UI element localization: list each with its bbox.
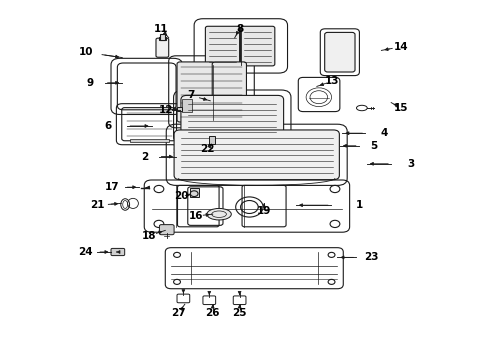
Bar [129,139,168,142]
Text: 3: 3 [407,159,413,169]
Bar [177,107,182,111]
Bar [160,34,164,40]
FancyBboxPatch shape [156,38,168,57]
Text: 8: 8 [236,24,243,34]
FancyBboxPatch shape [212,62,246,122]
Text: 11: 11 [154,24,168,34]
Text: 5: 5 [370,141,377,151]
Text: 18: 18 [142,231,156,241]
Text: 25: 25 [232,308,246,318]
Text: 6: 6 [104,121,111,131]
FancyBboxPatch shape [181,95,283,139]
Text: 27: 27 [171,308,185,318]
FancyBboxPatch shape [205,26,239,66]
Text: 9: 9 [87,78,94,88]
FancyBboxPatch shape [177,62,214,122]
Text: 22: 22 [200,144,215,154]
Text: 7: 7 [186,90,194,100]
Ellipse shape [206,208,231,220]
Text: 16: 16 [188,211,203,221]
Text: 13: 13 [325,76,339,86]
Text: 17: 17 [105,182,120,192]
Text: 21: 21 [90,200,105,210]
Text: 20: 20 [173,191,188,201]
FancyBboxPatch shape [111,248,124,256]
FancyBboxPatch shape [324,32,354,72]
Text: 12: 12 [159,105,173,115]
FancyBboxPatch shape [159,225,174,235]
Bar [209,136,215,144]
Bar [159,37,165,40]
Text: 10: 10 [78,47,93,57]
Bar [189,188,198,197]
FancyBboxPatch shape [174,130,339,180]
Text: 2: 2 [141,152,147,162]
Text: 14: 14 [393,42,407,52]
Bar [182,99,191,112]
Text: 23: 23 [364,252,378,262]
Text: 19: 19 [256,206,271,216]
Text: 1: 1 [355,200,362,210]
FancyBboxPatch shape [240,26,274,66]
Text: 24: 24 [78,247,93,257]
Text: 26: 26 [205,308,220,318]
Text: 4: 4 [379,128,387,138]
Text: 15: 15 [393,103,407,113]
